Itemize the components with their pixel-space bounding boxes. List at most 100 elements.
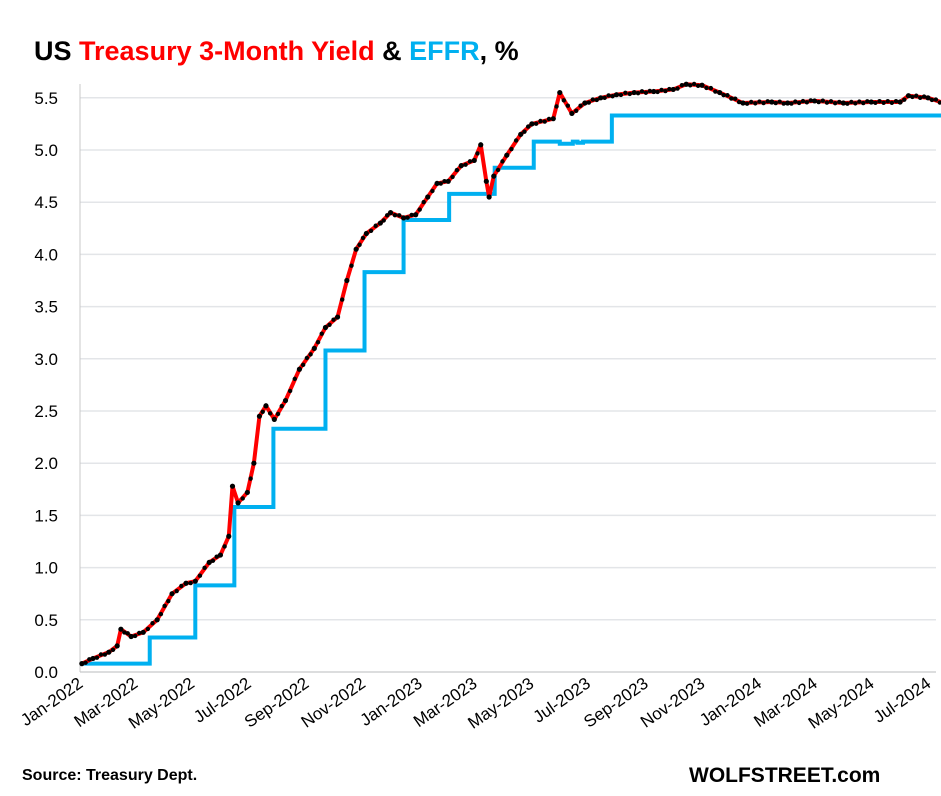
yield-dot <box>933 97 939 102</box>
yield-dot <box>659 87 664 93</box>
yield-point <box>413 212 419 218</box>
yield-point <box>353 246 359 252</box>
yield-dot <box>687 83 693 88</box>
yield-dot <box>240 496 245 501</box>
yield-dot <box>125 631 130 636</box>
yield-point <box>334 314 341 320</box>
yield-dot <box>881 100 886 105</box>
yield-point <box>550 116 556 122</box>
yield-dot <box>765 99 770 104</box>
yield-dot <box>94 655 100 660</box>
yield-point <box>631 89 637 96</box>
yield-point <box>569 110 575 117</box>
yield-dot <box>800 98 806 104</box>
yield-dot <box>179 583 184 589</box>
yield-dot <box>857 99 862 104</box>
yield-dot <box>132 633 138 639</box>
yield-dot <box>442 179 447 184</box>
y-tick-label: 5.5 <box>34 89 58 108</box>
yield-dot <box>384 213 390 218</box>
yield-dot <box>893 98 899 104</box>
yield-dot <box>849 99 854 105</box>
yield-dot <box>430 188 435 194</box>
yield-dot <box>561 98 567 103</box>
yield-dot <box>796 100 802 106</box>
yield-point <box>811 98 818 104</box>
yield-point <box>192 578 198 584</box>
yield-dot <box>174 588 179 594</box>
yield-point <box>905 93 912 99</box>
yield-point <box>478 142 484 148</box>
yield-point <box>387 210 394 216</box>
yield-dot <box>110 647 116 653</box>
yield-dot <box>902 97 907 102</box>
yield-dot <box>663 88 668 94</box>
yield-dot <box>166 598 171 604</box>
title-amp: & <box>374 36 410 66</box>
yield-dot <box>368 228 374 234</box>
yield-dot <box>308 352 313 357</box>
yield-point <box>154 617 160 623</box>
title-series-yield: Treasury 3-Month Yield <box>79 36 375 66</box>
yield-point <box>251 460 257 466</box>
yield-point <box>651 88 657 95</box>
yield-dot <box>753 101 758 106</box>
yield-dot <box>910 94 915 100</box>
yield-dot <box>733 96 738 101</box>
yield-point <box>740 100 746 106</box>
brand-logo: WOLFSTREET.com <box>689 764 881 787</box>
yield-point <box>311 345 317 351</box>
yield-dot <box>837 99 842 105</box>
yield-dot <box>279 403 284 409</box>
yield-dot <box>158 611 164 617</box>
yield-point <box>613 92 620 98</box>
yield-dot <box>304 355 310 361</box>
yield-point <box>458 163 464 169</box>
yield-point <box>377 220 383 226</box>
yield-dot <box>417 207 422 212</box>
yield-dot <box>197 573 203 578</box>
yield-dot <box>554 104 559 109</box>
y-tick-label: 3.5 <box>34 298 58 317</box>
yield-dot <box>757 99 762 104</box>
yield-dot <box>538 118 543 124</box>
yield-dot <box>590 97 595 102</box>
yield-point <box>840 100 846 106</box>
yield-dot <box>495 167 501 173</box>
yield-dot <box>578 103 583 108</box>
yield-dot <box>222 544 227 549</box>
yield-point <box>140 629 146 635</box>
yield-dot <box>586 100 592 105</box>
yield-dot <box>475 151 480 156</box>
yield-point <box>229 483 236 489</box>
yield-dot <box>861 100 866 106</box>
source-note: Source: Treasury Dept. <box>22 767 198 784</box>
yield-dot <box>409 212 414 218</box>
yield-point <box>769 99 775 105</box>
yield-dot <box>397 213 402 218</box>
yield-dot <box>319 331 324 336</box>
yield-point <box>486 194 492 200</box>
yield-dot <box>522 129 527 134</box>
yield-point <box>598 95 604 101</box>
yield-dot <box>98 652 104 657</box>
yield-dot <box>188 580 193 586</box>
yield-dot <box>602 95 607 101</box>
yield-point <box>183 580 189 586</box>
yield-dot <box>635 90 641 96</box>
yield-dot <box>917 95 923 100</box>
yield-point <box>491 173 497 179</box>
yield-dot <box>357 242 362 247</box>
y-tick-label: 2.0 <box>34 454 58 473</box>
yield-dot <box>713 89 718 94</box>
yield-point <box>282 397 289 404</box>
yield-dot <box>929 97 935 103</box>
yield-dot <box>210 558 216 563</box>
title-prefix: US <box>34 36 80 66</box>
yield-point <box>90 655 96 662</box>
yield-dot <box>421 199 426 205</box>
yield-dot <box>808 98 813 103</box>
yield-dot <box>373 223 378 228</box>
yield-point <box>717 89 723 96</box>
